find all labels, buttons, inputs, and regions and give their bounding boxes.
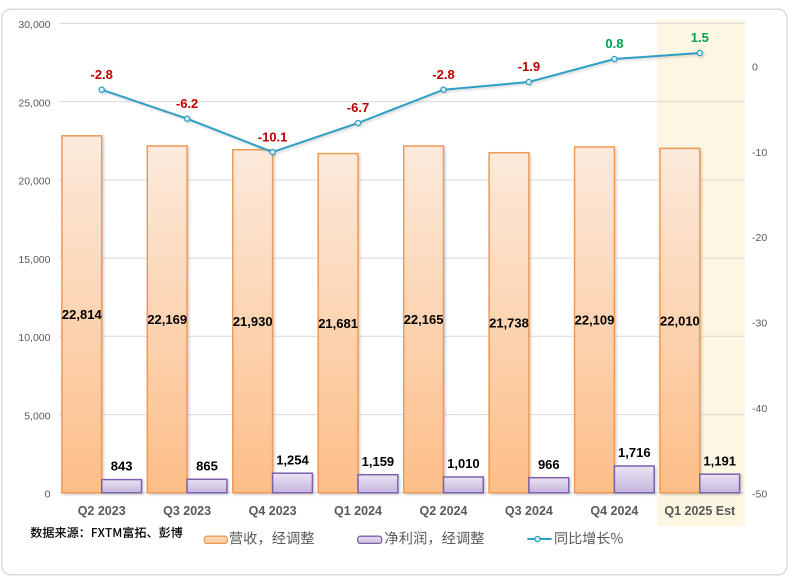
svg-text:20,000: 20,000 [18, 176, 50, 188]
svg-text:966: 966 [538, 457, 560, 472]
svg-text:Q3 2024: Q3 2024 [505, 504, 553, 518]
svg-text:21,738: 21,738 [489, 315, 529, 330]
svg-text:Q3 2023: Q3 2023 [163, 504, 211, 518]
svg-text:22,165: 22,165 [404, 312, 444, 327]
svg-text:-30: -30 [752, 318, 767, 330]
svg-text:22,109: 22,109 [575, 313, 615, 328]
svg-text:1,159: 1,159 [362, 454, 395, 469]
svg-text:0: 0 [45, 489, 51, 501]
svg-text:Q4 2023: Q4 2023 [249, 504, 297, 518]
svg-text:1,010: 1,010 [447, 456, 480, 471]
svg-text:Q1 2025 Est: Q1 2025 Est [664, 504, 736, 518]
svg-text:-50: -50 [752, 488, 767, 500]
svg-text:5,000: 5,000 [24, 410, 50, 422]
svg-text:22,010: 22,010 [660, 313, 700, 328]
svg-text:843: 843 [111, 459, 133, 474]
svg-text:Q4 2024: Q4 2024 [590, 504, 638, 518]
svg-text:22,814: 22,814 [62, 307, 103, 322]
svg-text:1,716: 1,716 [618, 445, 651, 460]
svg-text:21,930: 21,930 [233, 314, 273, 329]
svg-text:30,000: 30,000 [18, 19, 50, 31]
svg-text:-1.9: -1.9 [518, 59, 540, 74]
svg-text:0: 0 [752, 61, 758, 73]
svg-text:-2.8: -2.8 [90, 67, 112, 82]
svg-text:10,000: 10,000 [18, 332, 50, 344]
svg-text:0.8: 0.8 [605, 36, 623, 51]
svg-text:1,254: 1,254 [276, 452, 309, 467]
svg-text:865: 865 [196, 458, 218, 473]
svg-text:Q2 2024: Q2 2024 [420, 504, 468, 518]
svg-text:21,681: 21,681 [318, 316, 358, 331]
svg-text:Q1 2024: Q1 2024 [334, 504, 382, 518]
svg-text:-6.7: -6.7 [347, 100, 369, 115]
svg-text:Q2 2023: Q2 2023 [78, 504, 126, 518]
svg-text:1,191: 1,191 [703, 453, 736, 468]
svg-text:-40: -40 [752, 403, 767, 415]
svg-text:-20: -20 [752, 232, 767, 244]
svg-text:25,000: 25,000 [18, 97, 50, 109]
svg-text:-6.2: -6.2 [176, 96, 198, 111]
svg-text:15,000: 15,000 [18, 254, 50, 266]
svg-text:-10.1: -10.1 [258, 129, 288, 144]
svg-text:1.5: 1.5 [691, 30, 709, 45]
svg-text:22,169: 22,169 [147, 312, 187, 327]
svg-text:-2.8: -2.8 [432, 67, 454, 82]
svg-text:-10: -10 [752, 147, 767, 159]
